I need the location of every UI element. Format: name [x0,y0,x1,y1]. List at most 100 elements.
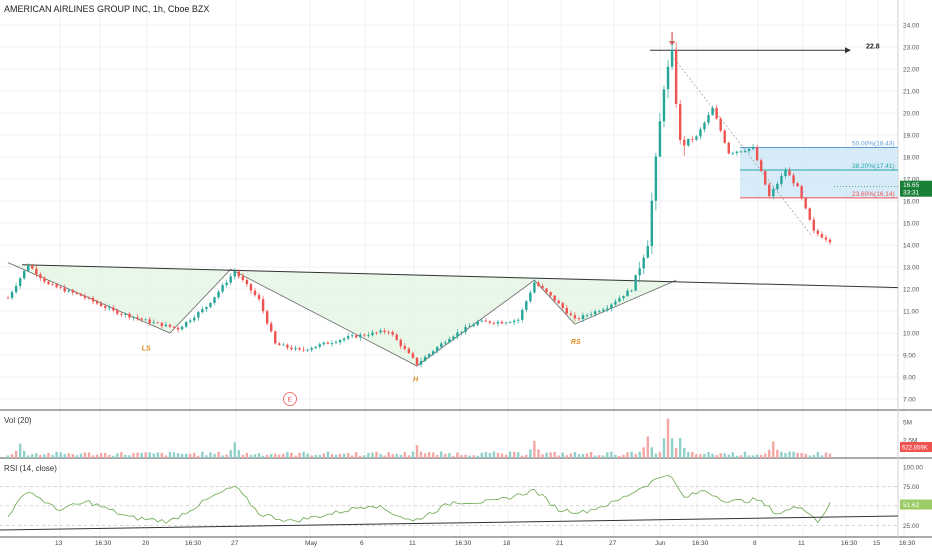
candle-body [120,313,123,315]
volume-bar [695,454,698,458]
volume-bar [322,453,326,458]
candle-body [828,239,832,243]
volume-bar [512,451,516,458]
x-axis-tick: May [305,540,318,547]
volume-bar [47,453,50,458]
volume-bar [172,452,176,458]
volume-bar [683,447,686,458]
candle-body [444,342,447,344]
candle-body [553,295,556,301]
volume-bar [666,418,670,458]
volume-bar [197,455,200,458]
price-axis-tick: 24.00 [903,23,920,30]
volume-bar [411,451,415,458]
candle-body [529,292,532,302]
candle-body [367,335,370,337]
candle-body [743,151,747,152]
candle-body [440,343,443,348]
price-axis-tick: 10.00 [903,331,920,338]
x-axis-tick: 21 [556,540,564,547]
candle-body [593,311,597,315]
candle-body [646,245,649,258]
candle-body [755,147,759,161]
volume-bar [168,451,172,458]
volume-bar [363,455,366,458]
x-axis-tick: 8 [753,540,757,547]
candle-body [448,339,451,343]
target-label: 22.8 [866,43,880,50]
volume-bar [108,455,111,458]
volume-bar [456,452,459,458]
candle-body [521,309,524,320]
volume-bar [731,452,735,458]
volume-value-tag [900,442,932,452]
x-axis-tick: 13 [55,540,63,547]
volume-title: Vol (20) [4,416,32,425]
candle-body [103,306,107,308]
candle-body [265,311,269,324]
candle-body [427,354,431,357]
candle-body [678,104,682,140]
candle-body [573,315,577,319]
volume-bar [577,454,581,458]
volume-bar [525,454,528,458]
candle-body [59,287,62,288]
candle-body [735,151,739,153]
candle-body [824,237,828,240]
candle-body [87,297,91,299]
volume-bar [164,455,168,458]
volume-bar [541,454,544,458]
candle-body [788,170,791,176]
candle-body [164,324,168,327]
volume-bar [776,449,779,458]
volume-bar [245,452,249,458]
volume-bar [282,453,285,458]
candle-body [602,309,605,312]
candle-body [658,121,662,157]
volume-bar [241,454,245,458]
candle-body [156,322,160,324]
volume-bar [687,451,690,458]
candle-body [176,327,180,330]
volume-bar [788,451,791,458]
candle-body [298,348,301,350]
candle-body [606,308,609,310]
volume-bar [460,455,463,458]
candle-body [585,315,589,316]
volume-bar [589,451,593,458]
candle-body [452,336,455,340]
candle-body [610,304,613,309]
price-axis-tick: 12.00 [903,287,920,294]
candle-body [719,118,722,131]
volume-bar [330,454,334,458]
candle-body [537,282,540,286]
x-axis-tick: 16:30 [841,540,858,547]
candle-body [197,312,200,318]
volume-bar [189,453,192,458]
candle-body [731,152,735,154]
candle-body [569,313,573,316]
volume-bar [735,455,739,458]
candle-body [39,274,42,278]
volume-bar [379,454,382,458]
neckline [21,264,899,289]
volume-bar [658,452,662,458]
volume-bar [136,452,139,458]
candle-body [282,344,285,346]
volume-bar [294,455,297,458]
volume-bar [585,453,589,458]
rsi-line [7,474,831,524]
candle-body [350,335,354,337]
candle-body [286,344,289,348]
volume-bar [768,449,771,458]
volume-bar [533,440,536,458]
candle-body [221,285,224,292]
candle-body [391,332,394,335]
candle-body [253,290,257,296]
candle-body [148,319,151,324]
candle-body [55,284,58,288]
candle-body [27,265,30,271]
volume-bar [504,454,508,458]
volume-bar [755,454,759,458]
